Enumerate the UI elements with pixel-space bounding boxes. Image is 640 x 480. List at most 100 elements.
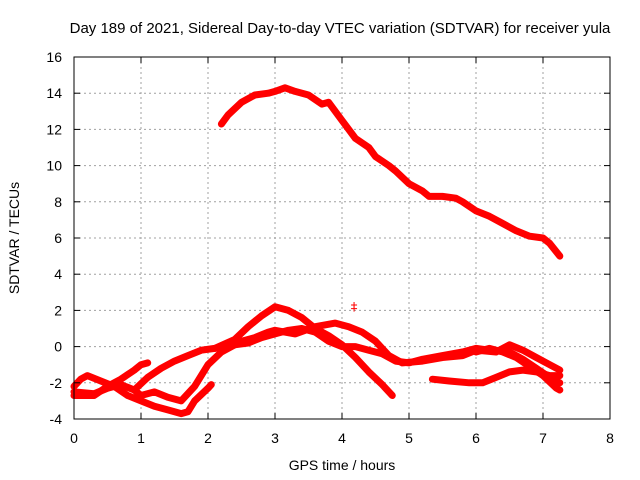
y-tick-label: 14 (46, 85, 62, 101)
data-point (499, 220, 506, 227)
data-point (473, 349, 479, 356)
data-point (352, 354, 359, 361)
x-tick-label: 7 (539, 430, 547, 446)
data-point (392, 168, 399, 175)
data-point (298, 325, 305, 332)
data-point (332, 320, 339, 327)
data-point (164, 406, 171, 413)
data-point (372, 338, 379, 345)
series-outlier (351, 301, 358, 312)
data-point (479, 379, 486, 386)
y-tick-label: 16 (46, 49, 62, 65)
data-point (231, 341, 238, 348)
chart-title: Day 189 of 2021, Sidereal Day-to-day VTE… (70, 20, 611, 37)
y-tick-label: 8 (54, 194, 62, 210)
x-tick-label: 1 (137, 430, 145, 446)
data-point (208, 381, 215, 388)
data-point (459, 198, 466, 205)
x-tick-label: 0 (70, 430, 78, 446)
data-point (439, 193, 446, 200)
data-point (117, 376, 124, 383)
data-point (429, 376, 436, 383)
data-point (285, 307, 292, 314)
data-point (77, 376, 84, 383)
data-point (556, 253, 563, 260)
data-point (225, 111, 232, 118)
data-point (506, 368, 513, 375)
x-axis-label: GPS time / hours (289, 457, 396, 473)
data-point (546, 240, 553, 247)
data-point (379, 350, 386, 357)
data-point (151, 388, 158, 395)
data-point (178, 410, 185, 417)
data-point (365, 144, 372, 151)
data-point (191, 383, 198, 390)
data-point (104, 383, 111, 390)
data-point (419, 187, 426, 194)
data-point (97, 377, 104, 384)
data-point (238, 99, 245, 106)
data-point (245, 339, 252, 346)
x-tick-label: 3 (271, 430, 279, 446)
data-point (452, 195, 459, 202)
data-point (184, 352, 191, 359)
data-point (91, 392, 98, 399)
x-tick-label: 8 (606, 430, 614, 446)
data-point (292, 88, 299, 95)
series-line-markers (72, 374, 213, 416)
data-point (272, 330, 278, 337)
y-axis-label: SDTVAR / TECUs (6, 182, 22, 294)
data-point (138, 397, 144, 404)
data-point (345, 323, 352, 330)
data-point (372, 153, 379, 160)
data-point (158, 365, 165, 372)
series-arc-8 (472, 344, 564, 394)
data-point (533, 354, 540, 361)
data-point (339, 343, 345, 350)
y-tick-label: 6 (54, 230, 62, 246)
data-point (124, 392, 131, 399)
data-point (379, 381, 386, 388)
data-point (325, 338, 332, 345)
data-point (419, 356, 426, 363)
data-point (211, 345, 218, 352)
data-point (272, 303, 278, 310)
data-point (144, 359, 151, 366)
data-point (351, 301, 358, 308)
data-point (205, 385, 211, 392)
x-tick-label: 2 (204, 430, 212, 446)
data-point (251, 92, 258, 99)
data-point (282, 84, 289, 91)
data-point (406, 180, 412, 187)
y-tick-label: 0 (54, 339, 62, 355)
data-point (298, 314, 305, 321)
data-point (385, 162, 392, 169)
data-point (305, 92, 312, 99)
y-tick-label: 12 (46, 121, 62, 137)
data-point (459, 349, 466, 356)
data-point (131, 367, 138, 374)
data-point (285, 327, 292, 334)
data-point (389, 392, 396, 399)
y-tick-label: -4 (50, 411, 63, 427)
grid-lines (74, 57, 610, 419)
axis-ticks (73, 56, 611, 420)
data-point (473, 207, 479, 214)
x-tick-label: 4 (338, 430, 346, 446)
data-point (164, 394, 171, 401)
data-point (178, 397, 185, 404)
data-point (553, 385, 560, 392)
data-point (526, 363, 533, 370)
data-point (519, 367, 526, 374)
data-point (171, 358, 178, 365)
data-point (439, 352, 446, 359)
data-point (258, 312, 265, 319)
data-point (339, 117, 345, 124)
data-point (312, 329, 319, 336)
data-point (540, 235, 546, 241)
y-tick-label: 2 (54, 302, 62, 318)
data-point (131, 387, 138, 394)
data-point (205, 361, 211, 368)
data-point (499, 349, 506, 356)
data-point (144, 374, 151, 381)
